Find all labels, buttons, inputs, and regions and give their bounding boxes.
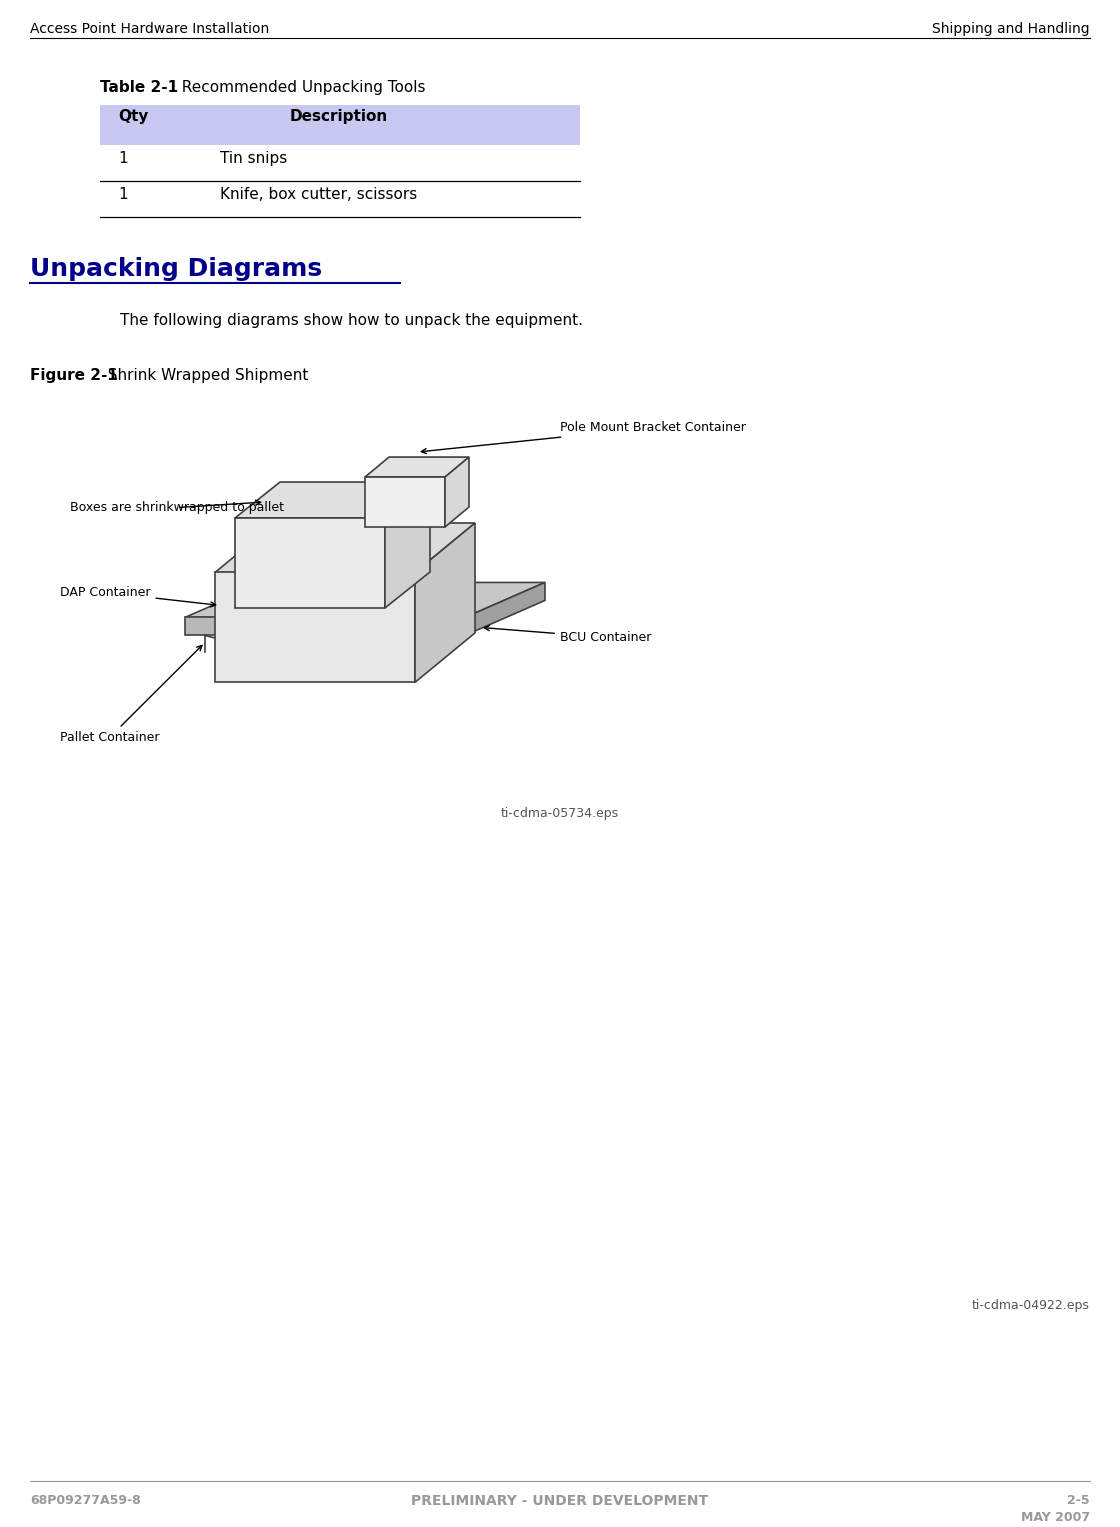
Text: Shipping and Handling: Shipping and Handling [932, 21, 1090, 37]
Polygon shape [215, 573, 416, 683]
Polygon shape [385, 483, 430, 608]
Text: ti-cdma-04922.eps: ti-cdma-04922.eps [972, 1299, 1090, 1312]
Polygon shape [215, 524, 475, 573]
Text: Boxes are shrinkwrapped to pallet: Boxes are shrinkwrapped to pallet [69, 501, 284, 515]
Text: Tin snips: Tin snips [220, 151, 287, 166]
Polygon shape [365, 457, 469, 476]
Text: 68P09277A59-8: 68P09277A59-8 [30, 1493, 141, 1507]
Text: DAP Container: DAP Container [60, 586, 216, 606]
Text: Description: Description [290, 108, 389, 124]
Text: MAY 2007: MAY 2007 [1020, 1510, 1090, 1524]
Text: Unpacking Diagrams: Unpacking Diagrams [30, 257, 323, 281]
Polygon shape [365, 476, 445, 527]
Text: Table 2-1: Table 2-1 [100, 79, 178, 95]
Text: Knife, box cutter, scissors: Knife, box cutter, scissors [220, 186, 418, 202]
Text: Pole Mount Bracket Container: Pole Mount Bracket Container [421, 421, 746, 454]
Text: Figure 2-1: Figure 2-1 [30, 368, 118, 383]
Text: Access Point Hardware Installation: Access Point Hardware Installation [30, 21, 269, 37]
Text: 2-5: 2-5 [1067, 1493, 1090, 1507]
FancyBboxPatch shape [100, 105, 580, 145]
Polygon shape [235, 483, 430, 518]
Polygon shape [416, 524, 475, 683]
Text: Qty: Qty [118, 108, 148, 124]
Text: The following diagrams show how to unpack the equipment.: The following diagrams show how to unpac… [120, 313, 584, 328]
Polygon shape [235, 518, 385, 608]
Text: BCU Container: BCU Container [484, 626, 652, 644]
Text: Recommended Unpacking Tools: Recommended Unpacking Tools [172, 79, 426, 95]
Text: PRELIMINARY - UNDER DEVELOPMENT: PRELIMINARY - UNDER DEVELOPMENT [411, 1493, 709, 1507]
Text: 1: 1 [118, 186, 128, 202]
Polygon shape [445, 457, 469, 527]
Polygon shape [185, 617, 465, 635]
Text: Pallet Container: Pallet Container [60, 646, 202, 744]
Polygon shape [185, 582, 545, 617]
Polygon shape [465, 582, 545, 635]
Text: 1: 1 [118, 151, 128, 166]
Text: ti-cdma-05734.eps: ti-cdma-05734.eps [501, 808, 619, 820]
Text: Shrink Wrapped Shipment: Shrink Wrapped Shipment [99, 368, 308, 383]
